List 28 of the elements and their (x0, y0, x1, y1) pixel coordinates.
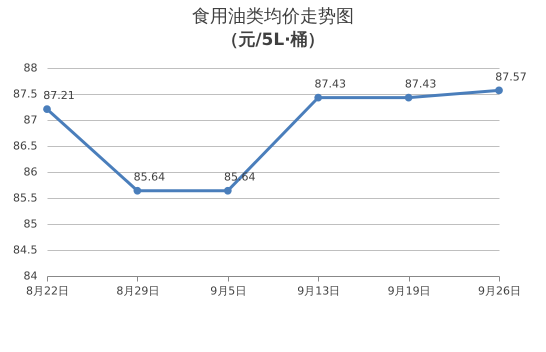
data-label: 87.43 (404, 78, 436, 91)
y-tick-label: 88 (24, 62, 38, 74)
point (314, 94, 322, 102)
x-tick-label: 9月19日 (388, 284, 431, 298)
y-tick-label: 87 (24, 114, 38, 126)
y-tick-label: 86 (24, 166, 38, 178)
data-label: 87.21 (43, 89, 75, 102)
x-tick-label: 8月29日 (116, 284, 160, 298)
y-tick-label: 85 (24, 218, 38, 230)
x-tick-label: 8月22日 (26, 284, 69, 298)
x-tick-label: 9月5日 (210, 284, 246, 298)
y-tick-label: 84 (24, 270, 38, 282)
data-label: 87.43 (314, 78, 346, 91)
chart-subtitle: （元/5L·桶） (221, 30, 325, 50)
x-tick-label: 9月13日 (297, 284, 340, 298)
point (224, 186, 232, 195)
y-tick-label: 87.5 (13, 88, 38, 100)
point (495, 86, 503, 94)
point (404, 94, 412, 102)
chart-title: 食用油类均价走势图 (192, 6, 354, 27)
data-label: 85.64 (134, 170, 166, 184)
y-tick-label: 85.5 (13, 192, 38, 204)
point (43, 105, 51, 113)
point (134, 186, 142, 195)
y-tick-label: 86.5 (13, 140, 38, 152)
data-label: 87.57 (495, 70, 527, 84)
y-tick-label: 84.5 (13, 244, 38, 256)
x-tick-label: 9月26日 (478, 284, 521, 298)
